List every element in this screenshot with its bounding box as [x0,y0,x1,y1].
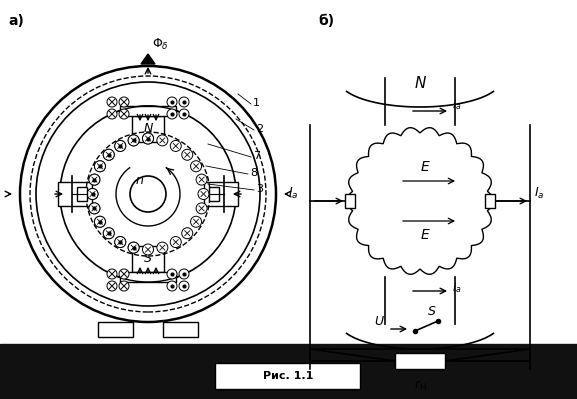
Bar [209,187,219,201]
Text: 3: 3 [256,184,263,194]
Circle shape [36,82,260,306]
Circle shape [170,237,181,247]
Bar [163,322,198,337]
Text: $I_a$: $I_a$ [288,186,298,201]
Circle shape [95,161,106,172]
Circle shape [167,281,177,291]
Circle shape [170,140,181,152]
Circle shape [87,188,98,200]
Circle shape [103,149,114,160]
Circle shape [167,109,177,119]
Circle shape [128,242,139,253]
Circle shape [190,216,201,227]
Circle shape [179,269,189,279]
Text: 7: 7 [253,151,260,161]
Circle shape [198,188,209,200]
Bar [58,182,92,206]
Circle shape [179,97,189,107]
Circle shape [95,216,106,227]
Circle shape [182,228,193,239]
Circle shape [143,133,153,144]
Bar [215,363,360,389]
Bar [132,116,164,142]
Text: S: S [144,253,152,265]
Bar [120,272,176,282]
Circle shape [107,281,117,291]
Circle shape [115,140,126,152]
Circle shape [196,174,207,185]
Circle shape [119,97,129,107]
Circle shape [119,269,129,279]
Circle shape [103,228,114,239]
Circle shape [87,188,98,200]
Circle shape [60,106,236,282]
Circle shape [128,135,139,146]
Text: E: E [421,160,429,174]
Circle shape [130,176,166,212]
Bar [345,194,355,208]
Circle shape [103,228,114,239]
Circle shape [107,109,117,119]
Circle shape [115,237,126,247]
Circle shape [157,242,168,253]
Text: 2: 2 [256,124,263,134]
Text: N: N [143,122,153,136]
Bar [132,246,164,272]
Polygon shape [141,54,155,64]
Circle shape [190,161,201,172]
Circle shape [107,269,117,279]
Text: 1: 1 [253,98,260,108]
Bar [0,344,577,399]
Bar [395,353,445,369]
Text: $r_{\rm H}$: $r_{\rm H}$ [414,379,426,393]
Text: Рис. 1.1: Рис. 1.1 [263,371,313,381]
Text: S: S [428,305,436,318]
Circle shape [89,174,100,185]
Text: $I_a$: $I_a$ [534,186,545,201]
Circle shape [95,216,106,227]
Text: $\Phi_\delta$: $\Phi_\delta$ [152,37,169,52]
Circle shape [157,135,168,146]
Circle shape [179,109,189,119]
Circle shape [115,237,126,247]
Text: 8: 8 [250,168,257,178]
Circle shape [89,203,100,214]
Text: U: U [374,315,383,328]
Circle shape [128,135,139,146]
Circle shape [167,97,177,107]
Circle shape [20,66,276,322]
Bar [98,322,133,337]
Circle shape [95,161,106,172]
Circle shape [119,281,129,291]
Text: $i_a$: $i_a$ [452,281,462,295]
Bar [120,106,176,116]
Text: E: E [421,228,429,242]
Text: а): а) [8,14,24,28]
Circle shape [143,244,153,255]
Text: б): б) [318,14,334,28]
Circle shape [128,242,139,253]
Circle shape [107,97,117,107]
Polygon shape [346,128,494,275]
Circle shape [103,149,114,160]
Circle shape [143,133,153,144]
Text: n: n [136,174,144,187]
Text: $i_a$: $i_a$ [452,98,462,112]
Circle shape [182,149,193,160]
Circle shape [179,281,189,291]
Circle shape [167,269,177,279]
Bar [204,182,238,206]
Circle shape [115,140,126,152]
Bar [77,187,87,201]
Circle shape [89,203,100,214]
Circle shape [119,109,129,119]
Circle shape [196,203,207,214]
Bar [485,194,495,208]
Circle shape [89,174,100,185]
Text: N: N [414,75,426,91]
